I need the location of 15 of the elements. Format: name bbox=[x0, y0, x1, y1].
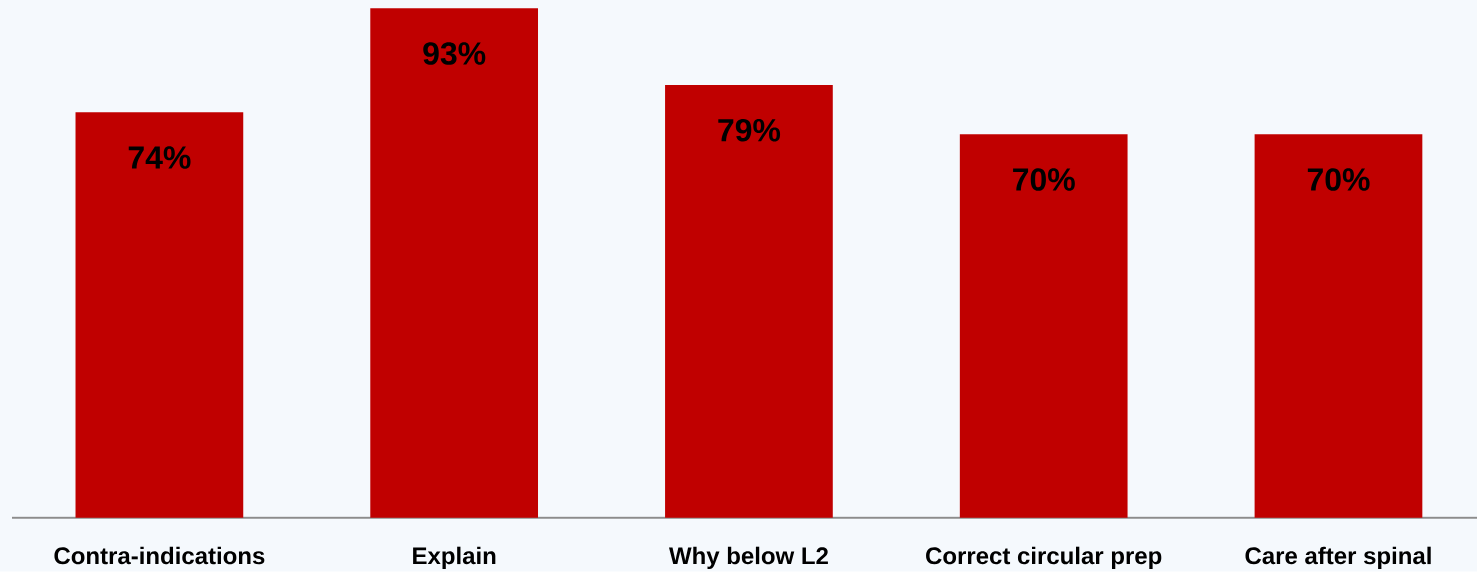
x-tick-label: Correct circular prep bbox=[926, 546, 1162, 570]
data-label: 79% bbox=[718, 119, 781, 142]
x-tick-label: Why below L2 bbox=[668, 546, 828, 570]
data-label: 70% bbox=[1307, 168, 1370, 192]
bar bbox=[665, 85, 833, 518]
bar bbox=[75, 112, 244, 518]
data-label: 70% bbox=[1013, 168, 1075, 192]
bar bbox=[370, 8, 539, 518]
bar bbox=[1254, 134, 1423, 518]
x-tick-label: Contra-indications bbox=[54, 546, 265, 565]
x-tick-label: Explain bbox=[413, 546, 496, 570]
data-label: 93% bbox=[423, 42, 486, 66]
data-label: 74% bbox=[128, 146, 191, 170]
bar bbox=[959, 134, 1128, 518]
x-tick-label: Care after spinal bbox=[1245, 546, 1431, 570]
